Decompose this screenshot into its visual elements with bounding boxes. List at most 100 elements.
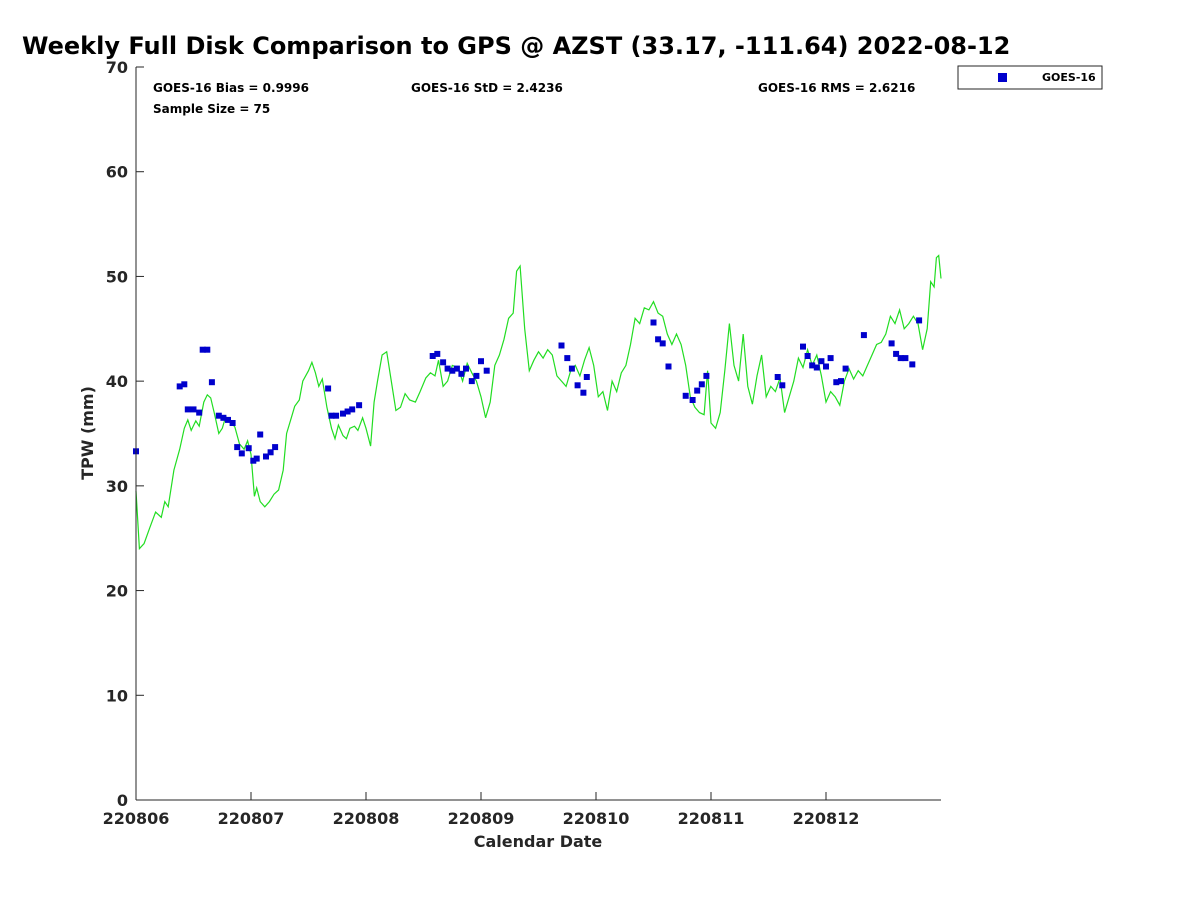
goes-data-point [196,409,203,416]
goes-data-point [813,364,820,371]
x-tick-label: 220807 [218,809,285,828]
goes-data-point [779,382,786,389]
y-axis-label: TPW (mm) [78,386,97,480]
sample-size-annotation: Sample Size = 75 [153,102,270,116]
x-tick-label: 220811 [678,809,745,828]
goes-data-point [190,406,197,413]
goes-data-point [473,372,480,379]
goes-data-point [568,365,575,372]
legend-marker-goes [998,73,1007,82]
goes-data-point [897,355,904,362]
y-tick-label: 30 [106,477,128,496]
goes-data-point [842,365,849,372]
y-tick-label: 70 [106,58,128,77]
axes: 0 10 20 30 40 50 60 70 220806 220807 220808 220809… [103,58,941,828]
goes-data-point [818,358,825,365]
goes-data-point [574,382,581,389]
goes-data-point [558,342,565,349]
goes-data-point [483,367,490,374]
goes-data-point [208,379,215,386]
goes-data-point [328,412,335,419]
goes-data-point [468,378,475,385]
y-tick-label: 10 [106,686,128,705]
goes-data-point [583,374,590,380]
x-tick-label: 220806 [103,809,170,828]
goes-data-point [253,455,260,462]
goes-data-point [809,362,816,369]
goes-data-point [181,381,188,388]
x-tick-label: 220809 [448,809,515,828]
y-tick-label: 50 [106,267,128,286]
goes-data-point [659,340,666,347]
chart-title: Weekly Full Disk Comparison to GPS @ AZS… [22,32,1010,60]
goes-data-point [478,358,484,365]
goes-data-point [220,414,227,421]
goes-data-point [449,367,456,374]
goes-data-point [204,346,211,353]
rms-annotation: GOES-16 RMS = 2.6216 [758,81,915,95]
x-tick-label: 220812 [793,809,860,828]
goes-data-point [272,444,279,451]
goes-data-point [444,365,451,372]
bias-annotation: GOES-16 Bias = 0.9996 [153,81,309,95]
goes-data-point [225,416,231,423]
goes-data-point [902,355,909,362]
goes-data-point [833,379,840,386]
goes-data-point [199,346,206,353]
x-axis-label: Calendar Date [474,832,603,851]
plot-area [133,254,942,551]
goes-data-point [234,444,241,451]
goes-data-point [689,397,696,403]
y-tick-label: 20 [106,582,128,601]
goes-data-point [229,420,236,426]
goes-data-point [176,383,183,390]
goes-data-point [434,350,441,357]
legend-label-goes: GOES-16 [1042,71,1096,84]
goes-data-point [245,445,252,452]
y-tick-label: 60 [106,163,128,182]
gps-series-line [135,254,942,551]
goes-data-point [344,408,351,415]
goes-data-point [564,355,571,362]
legend: GOES-16 [957,65,1103,90]
goes-data-point [823,363,829,370]
goes-data-point [356,402,363,409]
goes-data-point [184,406,191,413]
goes-data-point [650,319,657,326]
goes-data-point [860,332,867,339]
goes-data-point [463,365,469,372]
std-annotation: GOES-16 StD = 2.4236 [411,81,563,95]
y-tick-label: 0 [117,791,128,810]
goes-data-point [215,412,222,419]
goes-data-point [800,343,806,350]
goes-data-point [257,431,264,438]
goes-data-point [888,340,895,347]
goes-data-point [804,353,811,359]
goes-data-point [238,450,245,457]
goes-data-point [458,370,465,377]
goes-data-point [838,378,844,385]
goes-data-point [774,374,781,380]
x-tick-label: 220808 [333,809,400,828]
legend-box [957,65,1103,90]
goes-series-points [133,317,923,464]
goes-data-point [682,392,689,399]
goes-data-point [909,361,916,368]
x-axis-ticks: 220806 220807 220808 220809 220810 220811 2208… [103,792,860,828]
goes-data-point [340,410,346,417]
goes-data-point [333,412,340,419]
goes-data-point [453,365,460,372]
goes-data-point [263,453,269,460]
x-tick-label: 220810 [563,809,630,828]
goes-data-point [267,449,274,456]
goes-data-point [250,457,257,464]
goes-data-point [694,387,701,394]
y-axis-ticks: 0 10 20 30 40 50 60 70 [106,58,144,810]
goes-data-point [703,372,710,379]
goes-data-point [429,353,436,359]
goes-data-point [440,359,447,366]
goes-data-point [580,389,587,396]
goes-data-point [325,385,332,392]
goes-data-point [893,350,900,357]
